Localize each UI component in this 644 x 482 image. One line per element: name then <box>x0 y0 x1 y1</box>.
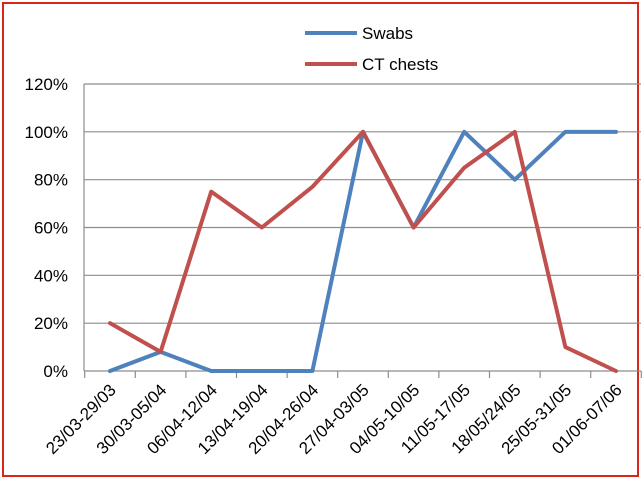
y-tick-label: 40% <box>34 266 68 285</box>
data-point <box>109 322 111 324</box>
data-point <box>109 370 111 372</box>
chart-frame <box>2 2 639 477</box>
legend-label: CT chests <box>362 55 438 74</box>
data-point <box>463 167 465 169</box>
data-point <box>311 186 313 188</box>
y-tick-label: 80% <box>34 171 68 190</box>
data-point <box>413 227 415 228</box>
data-point <box>615 131 617 133</box>
data-point <box>261 227 263 228</box>
data-point <box>514 131 516 133</box>
data-point <box>564 131 566 133</box>
data-point <box>514 179 516 181</box>
series-line-ct-chests <box>108 129 618 373</box>
data-point <box>210 370 212 372</box>
data-point <box>210 191 212 193</box>
data-point <box>261 370 263 372</box>
legend-label: Swabs <box>362 24 413 43</box>
data-point <box>362 131 364 133</box>
y-tick-label: 60% <box>34 219 68 238</box>
y-tick-label: 100% <box>25 123 68 142</box>
data-point <box>615 370 617 372</box>
y-tick-label: 0% <box>43 362 68 381</box>
y-tick-label: 120% <box>25 75 68 94</box>
data-point <box>160 351 162 353</box>
y-tick-label: 20% <box>34 314 68 333</box>
data-point <box>463 131 465 133</box>
data-point <box>311 370 313 372</box>
series-line-swabs <box>108 129 618 373</box>
data-point <box>564 346 566 348</box>
